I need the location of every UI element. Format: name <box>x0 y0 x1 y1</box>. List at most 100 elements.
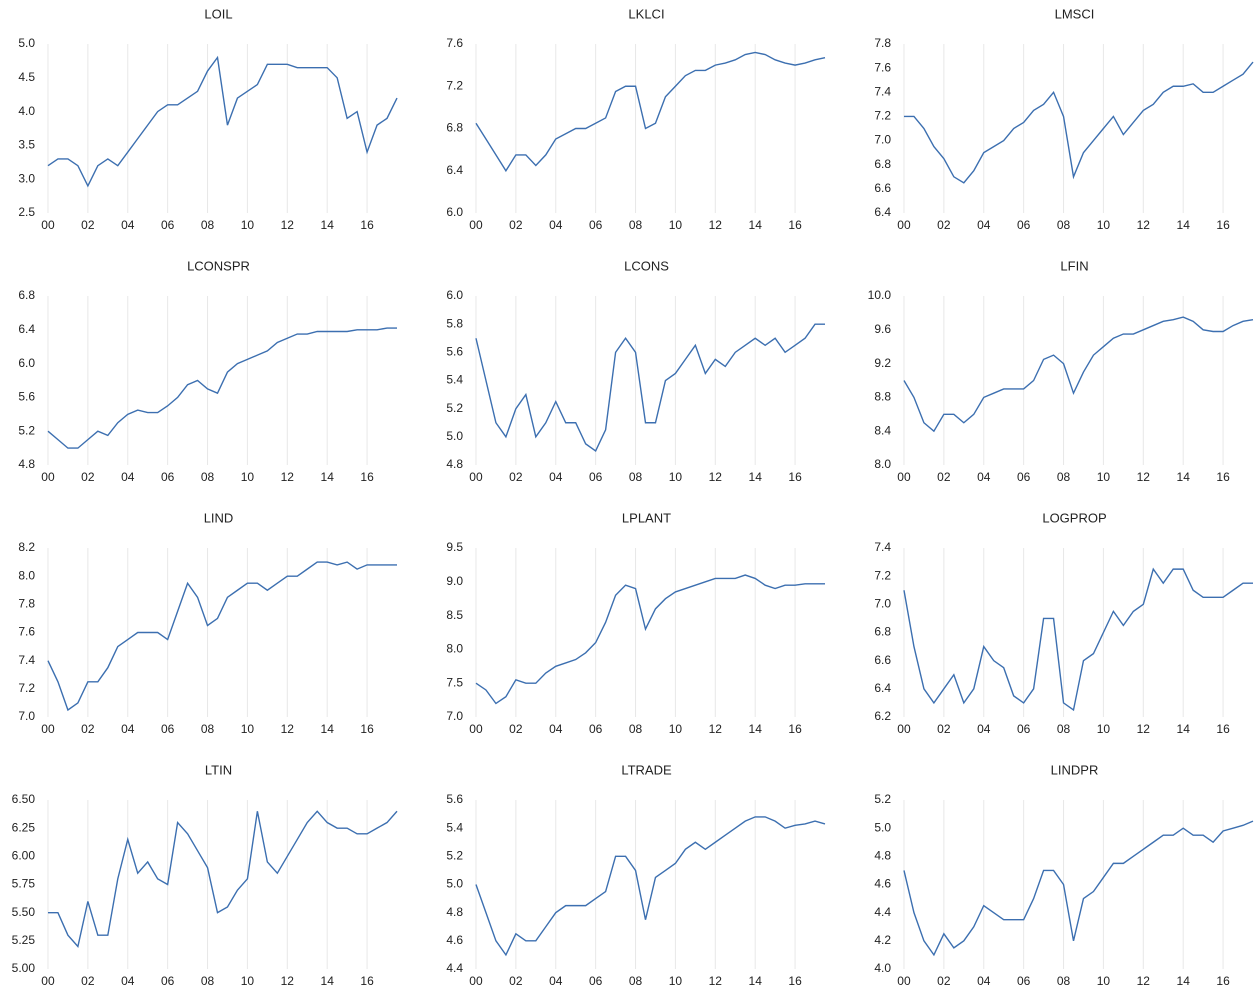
y-tick-label: 7.2 <box>874 109 891 123</box>
x-tick-label: 02 <box>937 218 951 232</box>
x-tick-label: 12 <box>709 470 723 484</box>
x-tick-label: 16 <box>788 218 802 232</box>
y-tick-label: 3.5 <box>18 138 35 152</box>
x-tick-label: 08 <box>201 974 215 988</box>
y-tick-label: 7.2 <box>446 78 463 92</box>
x-tick-label: 06 <box>589 722 603 736</box>
chart-title: LTRADE <box>621 762 672 777</box>
y-tick-label: 8.0 <box>874 457 891 471</box>
x-tick-label: 00 <box>469 722 483 736</box>
x-tick-label: 14 <box>749 218 763 232</box>
x-tick-label: 10 <box>669 974 683 988</box>
y-tick-label: 6.6 <box>874 653 891 667</box>
y-tick-label: 5.75 <box>12 877 36 891</box>
x-tick-label: 00 <box>897 470 911 484</box>
y-tick-label: 5.2 <box>18 423 35 437</box>
x-tick-label: 08 <box>629 722 643 736</box>
x-tick-label: 16 <box>1216 722 1230 736</box>
y-tick-label: 4.0 <box>18 104 35 118</box>
x-tick-label: 08 <box>1057 722 1071 736</box>
y-tick-label: 4.8 <box>446 457 463 471</box>
y-tick-label: 6.0 <box>446 288 463 302</box>
x-tick-label: 12 <box>281 470 295 484</box>
y-tick-label: 4.6 <box>446 933 463 947</box>
y-tick-label: 6.25 <box>12 820 36 834</box>
y-tick-label: 7.0 <box>18 709 35 723</box>
x-tick-label: 06 <box>161 722 175 736</box>
y-tick-label: 6.00 <box>12 849 36 863</box>
y-tick-label: 6.50 <box>12 792 36 806</box>
x-tick-label: 00 <box>897 722 911 736</box>
x-tick-label: 04 <box>977 722 991 736</box>
x-tick-label: 14 <box>1177 974 1191 988</box>
y-tick-label: 9.5 <box>446 540 463 554</box>
x-tick-label: 14 <box>749 470 763 484</box>
data-line <box>475 574 825 705</box>
y-tick-label: 8.8 <box>874 390 891 404</box>
y-tick-label: 5.4 <box>446 373 463 387</box>
y-tick-label: 8.4 <box>874 423 891 437</box>
x-tick-label: 02 <box>81 974 95 988</box>
x-tick-label: 10 <box>241 722 255 736</box>
y-tick-label: 6.4 <box>874 681 891 695</box>
x-tick-label: 08 <box>201 218 215 232</box>
y-tick-label: 4.8 <box>874 849 891 863</box>
y-tick-label: 4.2 <box>874 933 891 947</box>
x-tick-label: 16 <box>1216 218 1230 232</box>
chart-title: LKLCI <box>628 6 664 21</box>
x-tick-label: 14 <box>321 470 335 484</box>
x-tick-label: 06 <box>1017 722 1031 736</box>
x-tick-label: 00 <box>469 470 483 484</box>
x-tick-label: 10 <box>669 722 683 736</box>
x-tick-label: 04 <box>549 722 563 736</box>
y-tick-label: 6.4 <box>18 322 35 336</box>
x-tick-label: 14 <box>321 722 335 736</box>
x-tick-label: 16 <box>360 974 374 988</box>
y-tick-label: 8.0 <box>18 568 35 582</box>
chart-title: LOGPROP <box>1042 510 1106 525</box>
y-tick-label: 8.2 <box>18 540 35 554</box>
x-tick-label: 08 <box>201 470 215 484</box>
chart-title: LMSCI <box>1055 6 1095 21</box>
x-tick-label: 14 <box>749 722 763 736</box>
y-tick-label: 7.0 <box>874 133 891 147</box>
x-tick-label: 02 <box>937 470 951 484</box>
x-tick-label: 06 <box>1017 218 1031 232</box>
y-tick-label: 7.0 <box>446 709 463 723</box>
x-tick-label: 12 <box>1137 722 1151 736</box>
x-tick-label: 06 <box>161 470 175 484</box>
y-tick-label: 6.8 <box>874 625 891 639</box>
y-tick-label: 9.2 <box>874 356 891 370</box>
x-tick-label: 16 <box>788 722 802 736</box>
y-tick-label: 7.5 <box>446 675 463 689</box>
x-tick-label: 16 <box>788 470 802 484</box>
y-tick-label: 7.2 <box>874 568 891 582</box>
x-tick-label: 06 <box>589 218 603 232</box>
y-tick-label: 10.0 <box>868 288 892 302</box>
x-tick-label: 12 <box>709 722 723 736</box>
x-tick-label: 12 <box>281 974 295 988</box>
y-tick-label: 7.4 <box>874 84 891 98</box>
x-tick-label: 08 <box>1057 470 1071 484</box>
x-tick-label: 00 <box>469 974 483 988</box>
y-tick-label: 5.25 <box>12 933 36 947</box>
y-tick-label: 7.6 <box>874 60 891 74</box>
chart-title: LTIN <box>205 762 232 777</box>
x-tick-label: 04 <box>977 470 991 484</box>
x-tick-label: 08 <box>1057 974 1071 988</box>
y-tick-label: 7.4 <box>18 653 35 667</box>
data-line <box>903 316 1254 433</box>
chart-title: LFIN <box>1060 258 1088 273</box>
chart-title: LINDPR <box>1051 762 1099 777</box>
x-tick-label: 06 <box>161 218 175 232</box>
y-tick-label: 6.0 <box>446 205 463 219</box>
data-line <box>903 820 1254 957</box>
y-tick-label: 8.0 <box>446 642 463 656</box>
x-tick-label: 04 <box>977 218 991 232</box>
data-line <box>47 561 397 712</box>
x-tick-label: 06 <box>589 974 603 988</box>
x-tick-label: 10 <box>1097 722 1111 736</box>
y-tick-label: 6.4 <box>874 205 891 219</box>
y-tick-label: 6.8 <box>446 121 463 135</box>
